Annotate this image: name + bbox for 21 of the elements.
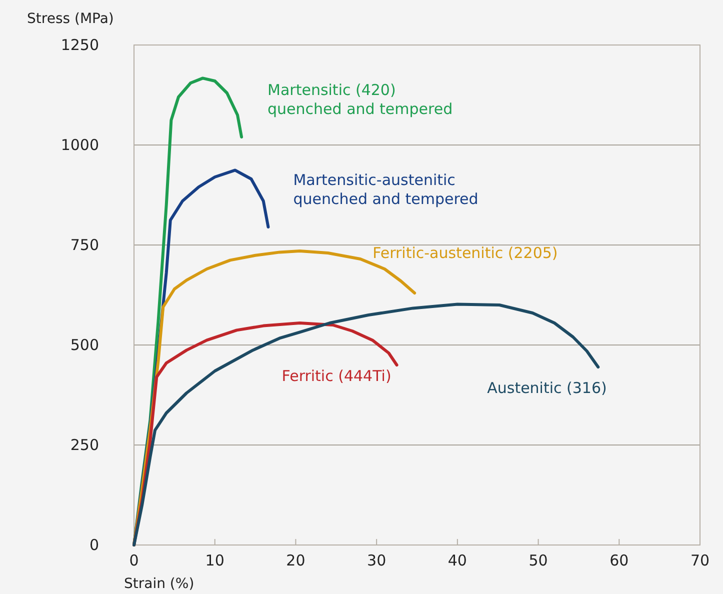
y-tick-label: 1250 (60, 36, 99, 54)
x-tick-label: 0 (129, 552, 139, 570)
series-label: Martensitic-austenitic quenched and tempered (293, 171, 478, 208)
x-tick-label: 10 (205, 552, 224, 570)
y-tick-label: 750 (70, 236, 99, 254)
x-tick-label: 40 (448, 552, 467, 570)
series-label: Austenitic (316) (487, 379, 607, 397)
x-tick-label: 30 (367, 552, 386, 570)
x-axis-title: Strain (%) (124, 576, 194, 592)
y-tick-label: 250 (70, 436, 99, 454)
x-tick-label: 20 (286, 552, 306, 570)
y-tick-label: 0 (89, 536, 99, 554)
series-label: Ferritic (444Ti) (282, 367, 392, 385)
x-tick-label: 50 (528, 552, 548, 570)
series-label: Martensitic (420) quenched and tempered (268, 81, 453, 118)
y-tick-label: 500 (70, 336, 99, 354)
x-tick-label: 70 (690, 552, 710, 570)
series-label: Ferritic-austenitic (2205) (372, 244, 558, 262)
y-tick-label: 1000 (60, 136, 99, 154)
y-axis-title: Stress (MPa) (27, 11, 114, 27)
x-tick-label: 60 (610, 552, 629, 570)
